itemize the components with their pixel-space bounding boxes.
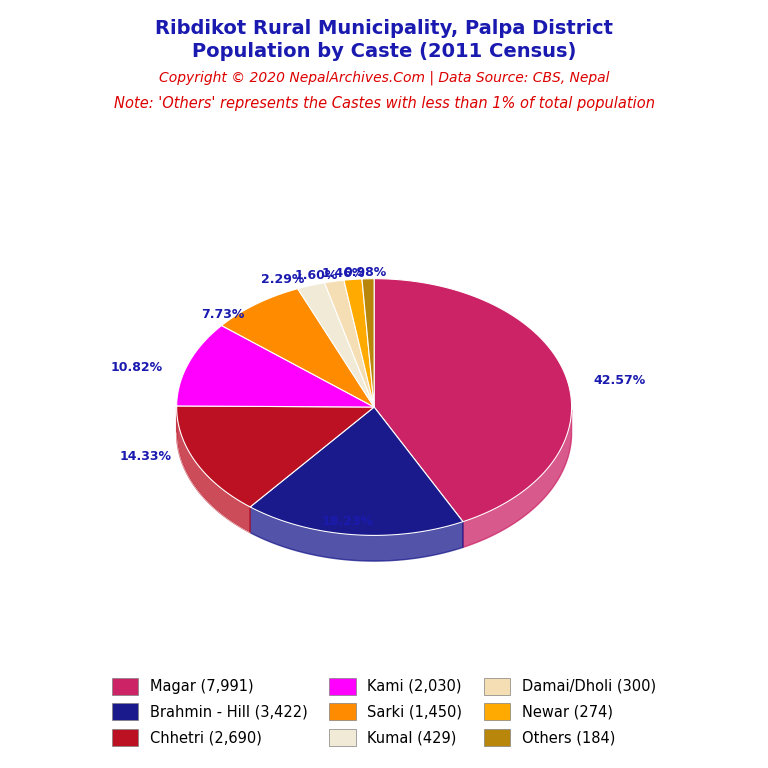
Text: 42.57%: 42.57% xyxy=(594,374,646,387)
Polygon shape xyxy=(177,407,250,533)
Text: 1.46%: 1.46% xyxy=(322,266,365,280)
Polygon shape xyxy=(374,279,571,521)
Polygon shape xyxy=(463,410,571,548)
Legend: Magar (7,991), Brahmin - Hill (3,422), Chhetri (2,690), Kami (2,030), Sarki (1,4: Magar (7,991), Brahmin - Hill (3,422), C… xyxy=(104,670,664,753)
Text: 7.73%: 7.73% xyxy=(201,308,245,321)
Polygon shape xyxy=(177,326,374,407)
Polygon shape xyxy=(250,407,463,535)
Text: Population by Caste (2011 Census): Population by Caste (2011 Census) xyxy=(192,42,576,61)
Text: 2.29%: 2.29% xyxy=(261,273,304,286)
Polygon shape xyxy=(177,406,374,507)
Text: 0.98%: 0.98% xyxy=(344,266,387,279)
Text: 18.23%: 18.23% xyxy=(321,515,373,528)
Polygon shape xyxy=(325,280,374,407)
Text: Copyright © 2020 NepalArchives.Com | Data Source: CBS, Nepal: Copyright © 2020 NepalArchives.Com | Dat… xyxy=(159,71,609,85)
Polygon shape xyxy=(222,289,374,407)
Text: Ribdikot Rural Municipality, Palpa District: Ribdikot Rural Municipality, Palpa Distr… xyxy=(155,19,613,38)
Polygon shape xyxy=(250,507,463,561)
Text: 14.33%: 14.33% xyxy=(120,450,171,463)
Polygon shape xyxy=(344,279,374,407)
Text: 1.60%: 1.60% xyxy=(295,269,338,282)
Text: Note: 'Others' represents the Castes with less than 1% of total population: Note: 'Others' represents the Castes wit… xyxy=(114,96,654,111)
Text: 10.82%: 10.82% xyxy=(111,361,163,374)
Polygon shape xyxy=(362,279,374,407)
Polygon shape xyxy=(298,283,374,407)
